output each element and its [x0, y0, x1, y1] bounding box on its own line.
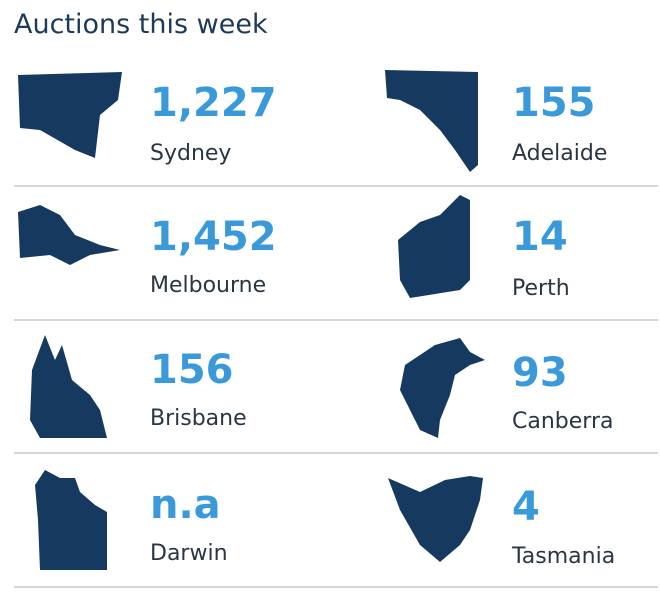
city-name: Canberra	[512, 409, 613, 434]
state-shape	[18, 205, 120, 265]
city-name: Darwin	[150, 541, 228, 566]
city-name: Melbourne	[150, 273, 266, 298]
state-shape	[35, 470, 107, 570]
auction-count: n.a	[150, 482, 221, 528]
city-name: Adelaide	[512, 141, 607, 166]
state-shape	[385, 70, 478, 172]
city-name: Sydney	[150, 141, 231, 166]
auction-count: 1,452	[150, 214, 277, 260]
state-shape	[388, 476, 483, 562]
auction-count: 14	[512, 214, 568, 260]
state-shape	[18, 72, 122, 158]
auction-count: 93	[512, 350, 568, 396]
auction-count: 4	[512, 484, 540, 530]
city-name: Brisbane	[150, 406, 247, 431]
auction-count: 156	[150, 347, 234, 393]
auction-count: 155	[512, 80, 596, 126]
city-name: Perth	[512, 276, 570, 301]
city-name: Tasmania	[511, 544, 615, 569]
auction-count: 1,227	[150, 80, 277, 126]
page-title: Auctions this week	[14, 9, 268, 40]
state-shape	[30, 335, 107, 438]
state-shape	[400, 338, 485, 438]
state-shape	[398, 195, 470, 298]
